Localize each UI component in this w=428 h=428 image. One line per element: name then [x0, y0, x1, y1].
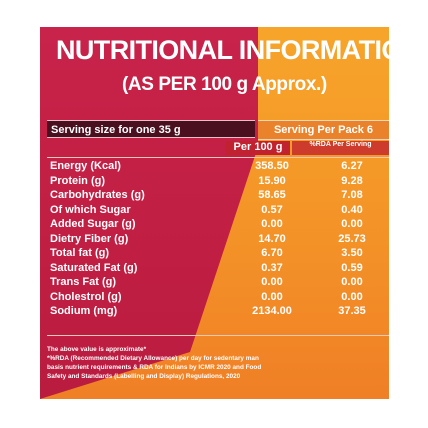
per-100g-value: 6.70 [261, 247, 283, 259]
table-row: Added Sugar (g) 0.00 0.00 [47, 218, 389, 233]
footnote-icmr: basis nutrient requirements & RDA for In… [47, 364, 262, 371]
header-per-100g: Per 100 g [226, 141, 290, 155]
table-row: Sodium (mg) 2134.00 37.35 [47, 305, 389, 320]
rda-value: 0.00 [341, 290, 363, 303]
table-row: Of which Sugar 0.57 0.40 [47, 204, 389, 219]
per-100g-value: 358.50 [255, 160, 289, 172]
rda-value: 3.50 [341, 247, 363, 259]
nutrient-label: Sodium (mg) [50, 305, 118, 317]
footnote-approx: The above value is approximate* [47, 346, 147, 353]
divider-top [47, 157, 389, 158]
nutrient-label: Added Sugar (g) [50, 218, 136, 230]
per-100g-value: 0.57 [261, 203, 283, 216]
table-row: Dietry Fiber (g) 14.70 25.73 [47, 233, 389, 248]
nutrient-label: Total fat (g) [50, 247, 110, 259]
serving-per-pack: Serving Per Pack 6 [258, 120, 389, 140]
table-row: Trans Fat (g) 0.00 0.00 [47, 276, 389, 291]
per-100g-value: 0.00 [261, 290, 283, 303]
rda-value: 6.27 [341, 160, 363, 172]
nutrient-table: Energy (Kcal) 358.50 6.27 Protein (g) 15.90… [47, 160, 389, 320]
rda-value: 9.28 [341, 174, 363, 187]
per-100g-value: 0.37 [261, 261, 283, 274]
rda-value: 25.73 [338, 232, 366, 245]
nutrition-panel: NUTRITIONAL INFORMATION (AS PER 100 g Ap… [40, 27, 389, 399]
nutrient-label: Carbohydrates (g) [50, 189, 145, 201]
per-100g-value: 0.00 [261, 218, 283, 230]
per-100g-value: 58.65 [258, 189, 286, 201]
table-row: Total fat (g) 6.70 3.50 [47, 247, 389, 262]
rda-value: 0.40 [341, 203, 363, 216]
nutrient-label: Saturated Fat (g) [50, 261, 138, 274]
per-100g-value: 15.90 [258, 174, 286, 187]
table-row: Carbohydrates (g) 58.65 7.08 [47, 189, 389, 204]
nutrient-label: Protein (g) [50, 174, 105, 187]
per-100g-value: 14.70 [258, 232, 286, 245]
footnote-rda: *%RDA (Recommended Dietary Allowance) pe… [47, 355, 259, 362]
table-row: Saturated Fat (g) 0.37 0.59 [47, 262, 389, 277]
rda-value: 0.00 [341, 276, 363, 288]
per-100g-value: 0.00 [261, 276, 283, 288]
divider-bottom [47, 335, 389, 336]
rda-value: 0.59 [341, 261, 363, 274]
nutrient-label: Cholestrol (g) [50, 290, 122, 303]
per-100g-value: 2134.00 [252, 305, 292, 317]
rda-value: 0.00 [341, 218, 363, 230]
nutrient-label: Of which Sugar [50, 203, 131, 216]
table-row: Cholestrol (g) 0.00 0.00 [47, 291, 389, 306]
rda-value: 7.08 [341, 189, 363, 201]
table-row: Energy (Kcal) 358.50 6.27 [47, 160, 389, 175]
footnotes: The above value is approximate* *%RDA (R… [47, 345, 387, 381]
nutrient-label: Energy (Kcal) [50, 160, 121, 172]
nutrient-label: Dietry Fiber (g) [50, 232, 129, 245]
table-row: Protein (g) 15.90 9.28 [47, 175, 389, 190]
title-line-2: (AS PER 100 g Approx.) [122, 74, 327, 95]
title-line-1: NUTRITIONAL INFORMATION [56, 35, 389, 65]
header-rda: %RDA Per Serving [292, 141, 389, 155]
footnote-regulations: Safety and Standards (Labelling and Disp… [47, 373, 241, 380]
rda-value: 37.35 [338, 305, 366, 317]
nutrient-label: Trans Fat (g) [50, 276, 117, 288]
serving-size: Serving size for one 35 g [47, 120, 255, 138]
